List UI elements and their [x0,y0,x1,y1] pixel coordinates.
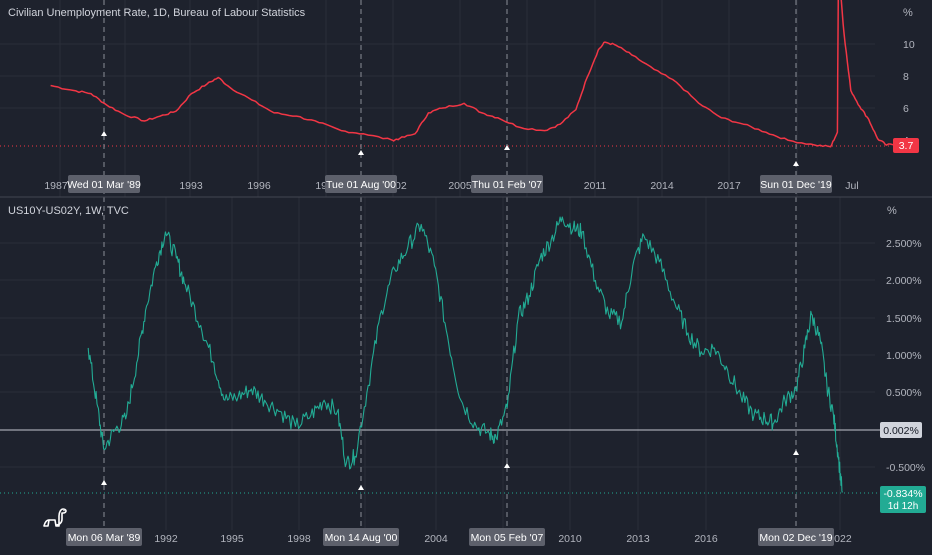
last-value-tag [880,486,926,513]
event-label: Mon 14 Aug '00 [325,532,398,544]
x-tick-label: 1998 [287,533,311,545]
y-tick-label: 10 [903,39,915,51]
bottom-pane-title: US10Y-US02Y, 1W, TVC [8,205,129,217]
x-tick-label: 2004 [424,533,448,545]
unemployment-series [50,0,899,148]
y-tick-label: 8 [903,71,909,83]
top-pane-unit: % [903,7,913,19]
y-tick-label: 1.000% [886,350,922,362]
grid-lines [0,0,890,530]
event-markers: Wed 01 Mar '89 Mon 06 Mar '89 Tue 01 Aug '… [66,131,834,546]
y-tick-label: -0.500% [886,462,925,474]
x-tick-label: 1992 [154,533,178,545]
x-tick-label: 2022 [828,533,852,545]
event-label: Wed 01 Mar '89 [67,179,141,191]
dinosaur-logo-icon[interactable] [42,505,68,529]
x-tick-label: 1987 [44,180,68,192]
x-tick-label: 2016 [694,533,718,545]
x-tick-label: 1995 [220,533,244,545]
axis-labels: 1086419871993199619992002200520112014201… [44,39,925,545]
event-marker [101,131,107,136]
bottom-pane-unit: % [887,205,897,217]
last-value-label: 3.7 [899,140,914,152]
x-tick-label: 2011 [584,180,607,192]
x-tick-label: 2013 [626,533,650,545]
event-marker [358,150,364,155]
x-tick-label: 2005 [448,180,472,192]
event-marker [358,485,364,490]
event-label-box [66,528,142,546]
event-label-box [471,175,543,193]
unemployment-line [50,0,899,148]
y-tick-label: 0.500% [886,387,922,399]
event-marker [793,161,799,166]
spread-series [87,216,843,493]
zero-value-label: 0.002% [883,425,919,437]
x-tick-label: 2010 [558,533,582,545]
event-label-box [68,175,140,193]
y-tick-label: 2.000% [886,275,922,287]
y-tick-label: 1.500% [886,313,922,325]
event-label-box [760,175,832,193]
event-label-box [758,528,834,546]
event-label: Mon 02 Dec '19 [759,532,832,544]
spread-line [87,216,843,493]
event-marker [504,463,510,468]
y-tick-label: 2.500% [886,238,922,250]
countdown-label: 1d 12h [888,501,919,512]
event-marker [504,145,510,150]
x-tick-label: 2017 [717,180,741,192]
x-tick-label: Jul [845,180,858,192]
event-label: Thu 01 Feb '07 [472,179,542,191]
value-tags: 3.7 0.002% -0.834%1d 12h [880,138,926,513]
x-tick-label: 1993 [179,180,203,192]
event-label: Mon 06 Mar '89 [68,532,141,544]
event-label-box [325,175,397,193]
last-value-label: -0.834% [883,488,922,500]
event-marker [101,480,107,485]
event-label-box [469,528,545,546]
event-label: Tue 01 Aug '00 [326,179,396,191]
event-label: Mon 05 Feb '07 [471,532,544,544]
y-tick-label: 6 [903,103,909,115]
x-tick-label: 2014 [650,180,674,192]
top-pane-title: Civilian Unemployment Rate, 1D, Bureau o… [8,7,306,19]
x-tick-label: 1996 [247,180,271,192]
event-marker [793,450,799,455]
last-value-tag [893,138,919,153]
zero-value-tag [880,422,922,438]
event-label-box [323,528,399,546]
event-label: Sun 01 Dec '19 [760,179,832,191]
